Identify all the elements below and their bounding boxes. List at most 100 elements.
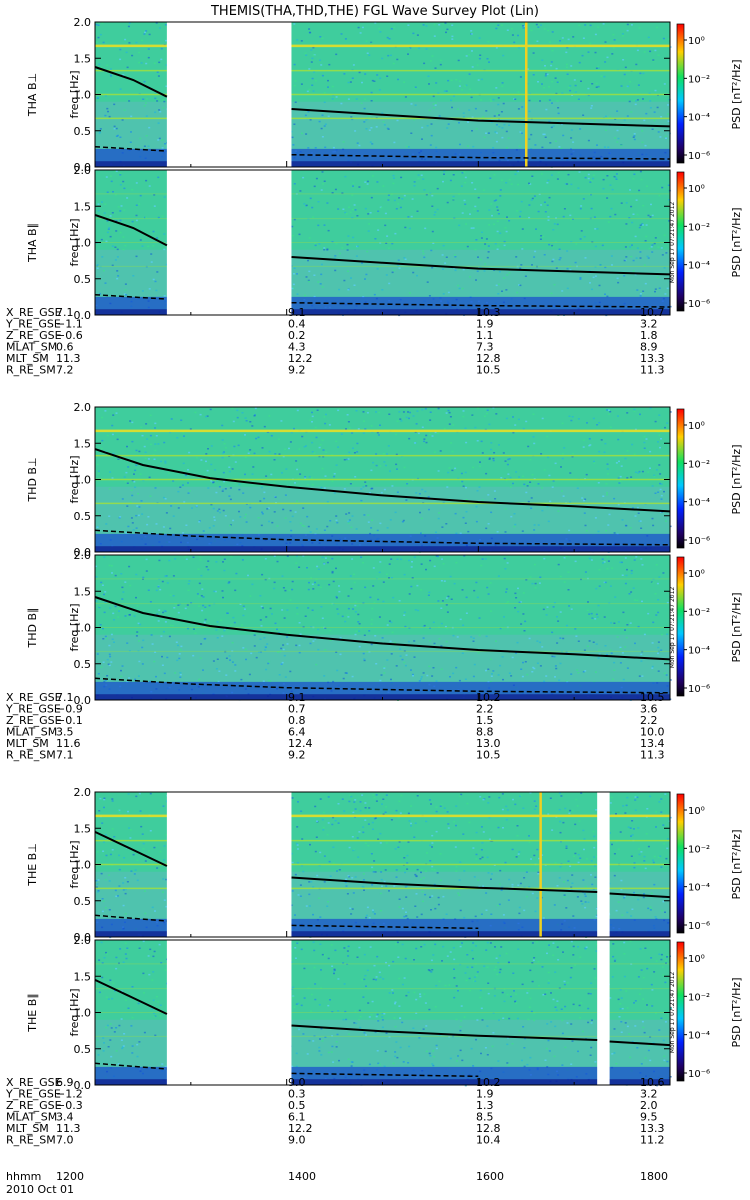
spectrogram-panel-thd-par: 0.0 0.5 1.0 1.5 2.0 freq [Hz] THD B∥ (26, 549, 672, 707)
y-tick-label: 2.0 (74, 164, 92, 177)
colorbar-tick-label: 10⁰ (688, 954, 705, 965)
ephemeris-value: 10.3 (476, 306, 501, 319)
y-tick-label: 2.0 (74, 401, 92, 414)
y-tick-label: 0.0 (74, 931, 92, 944)
ephemeris-value: 12.8 (476, 1122, 501, 1135)
ephemeris-value: 7.3 (476, 341, 494, 354)
ephemeris-value: 10.5 (640, 691, 665, 704)
ephemeris-value: 8.9 (640, 341, 658, 354)
ephemeris-value: 7.2 (56, 364, 74, 377)
data-gap (597, 792, 610, 940)
ephemeris-row-label: Y_RE_GSE (5, 318, 61, 331)
gyrofrequency-line (94, 830, 168, 867)
y-axis-label: freq [Hz] (68, 988, 81, 1036)
ephemeris-row-label: Y_RE_GSE (5, 703, 61, 716)
colorbar-tick-label: 10⁻² (688, 459, 710, 470)
colorbar-tick-label: 10⁻⁶ (688, 151, 710, 162)
ephemeris-row-label: R_RE_SM (6, 749, 56, 762)
ephemeris-row-label: Z_RE_GSE (6, 714, 62, 727)
ephemeris-value: 13.3 (640, 1122, 665, 1135)
ephemeris-value: −0.6 (56, 329, 83, 342)
ephemeris-value: −1.1 (56, 318, 83, 331)
colorbar-gradient (676, 408, 685, 549)
x-axis-label: hhmm (6, 1170, 41, 1183)
colorbar-tick-label: 10⁻² (688, 844, 710, 855)
ephemeris-value: 0.7 (288, 703, 306, 716)
colorbar: 10⁰ 10⁻² 10⁻⁴ 10⁻⁶ PSD [nT²/Hz] Mon Sep 17 07… (669, 171, 743, 312)
colorbar-label: PSD [nT²/Hz] (730, 592, 743, 662)
ephemeris-value: 10.7 (640, 306, 665, 319)
y-tick-label: 1.0 (74, 237, 92, 250)
date-label: 2010 Oct 01 (6, 1183, 74, 1196)
ephemeris-value: 7.1 (56, 306, 74, 319)
panel-label: THD B⊥ (26, 457, 39, 502)
ephemeris-value: 6.4 (288, 726, 306, 739)
ephemeris-row-label: R_RE_SM (6, 1134, 56, 1147)
ephemeris-value: 11.3 (56, 352, 81, 365)
ephemeris-value: 0.6 (56, 341, 74, 354)
colorbar-gradient (676, 793, 685, 934)
x-tick-label: 1200 (56, 1170, 84, 1183)
fractional-gyrofrequency-line (94, 914, 167, 922)
y-tick-label: 1.0 (74, 859, 92, 872)
ephemeris-value: 3.6 (640, 703, 658, 716)
ephemeris-value: 7.1 (56, 691, 74, 704)
y-axis-label: freq [Hz] (68, 603, 81, 651)
y-tick-label: 1.0 (74, 1007, 92, 1020)
y-tick-label: 1.5 (74, 970, 92, 983)
ephemeris-row-label: MLT_SM (6, 352, 49, 365)
ephemeris-value: 10.5 (476, 364, 501, 377)
colorbar-tick-label: 10⁻⁴ (688, 646, 710, 657)
ephemeris-value: −0.9 (56, 703, 83, 716)
ephemeris-row-label: Z_RE_GSE (6, 1099, 62, 1112)
ephemeris-value: 12.2 (288, 1122, 313, 1135)
gyrofrequency-line (291, 108, 671, 128)
ephemeris-value: 10.5 (476, 749, 501, 762)
spectrogram-panel-tha-par: 0.0 0.5 1.0 1.5 2.0 freq [Hz] THA B∥ (26, 164, 672, 322)
colorbar-label: PSD [nT²/Hz] (730, 207, 743, 277)
data-gap (166, 170, 292, 318)
y-tick-label: 1.0 (74, 89, 92, 102)
ephemeris-value: 1.3 (476, 1099, 494, 1112)
gyrofrequency-line (291, 256, 671, 276)
ephemeris-value: 13.3 (640, 352, 665, 365)
ephemeris-value: 3.5 (56, 726, 74, 739)
y-tick-label: 1.0 (74, 622, 92, 635)
y-tick-label: 2.0 (74, 786, 92, 799)
fractional-gyrofrequency-line (94, 1062, 167, 1070)
colorbar-tick-label: 10⁻⁶ (688, 299, 710, 310)
ephemeris-row-label: Z_RE_GSE (6, 329, 62, 342)
data-gap (166, 792, 292, 940)
ephemeris-value: 7.1 (56, 749, 74, 762)
panel-label: THA B⊥ (26, 73, 39, 117)
colorbar-tick-label: 10⁰ (688, 421, 705, 432)
ephemeris-value: 0.3 (288, 1088, 306, 1101)
y-tick-label: 1.5 (74, 437, 92, 450)
fractional-gyrofrequency-line (291, 153, 671, 160)
ephemeris-value: −1.2 (56, 1088, 83, 1101)
spectrogram-panel-tha-perp: 0.0 0.5 1.0 1.5 2.0 freq [Hz] THA B⊥ (26, 16, 672, 174)
gyrofrequency-line (94, 213, 168, 247)
colorbar-tick-label: 10⁻⁴ (688, 261, 710, 272)
y-tick-label: 0.0 (74, 309, 92, 322)
fractional-gyrofrequency-line (291, 924, 479, 930)
ephemeris-value: 10.4 (476, 1134, 501, 1147)
y-axis-label: freq [Hz] (68, 70, 81, 118)
colorbar-label: PSD [nT²/Hz] (730, 59, 743, 129)
ephemeris-value: 2.2 (476, 703, 494, 716)
colorbar-gradient (676, 556, 685, 697)
x-tick-label: 1800 (640, 1170, 668, 1183)
ephemeris-value: 12.4 (288, 737, 313, 750)
ephemeris-value: 6.9 (56, 1076, 74, 1089)
ephemeris-value: 3.2 (640, 318, 658, 331)
ephemeris-row-label: MLAT_SM (6, 726, 57, 739)
colorbar-tick-label: 10⁻⁶ (688, 1069, 710, 1080)
y-axis-label: freq [Hz] (68, 218, 81, 266)
y-tick-label: 0.0 (74, 694, 92, 707)
ephemeris-value: 8.8 (476, 726, 494, 739)
data-gap (166, 22, 292, 170)
colorbar-tick-label: 10⁻² (688, 222, 710, 233)
